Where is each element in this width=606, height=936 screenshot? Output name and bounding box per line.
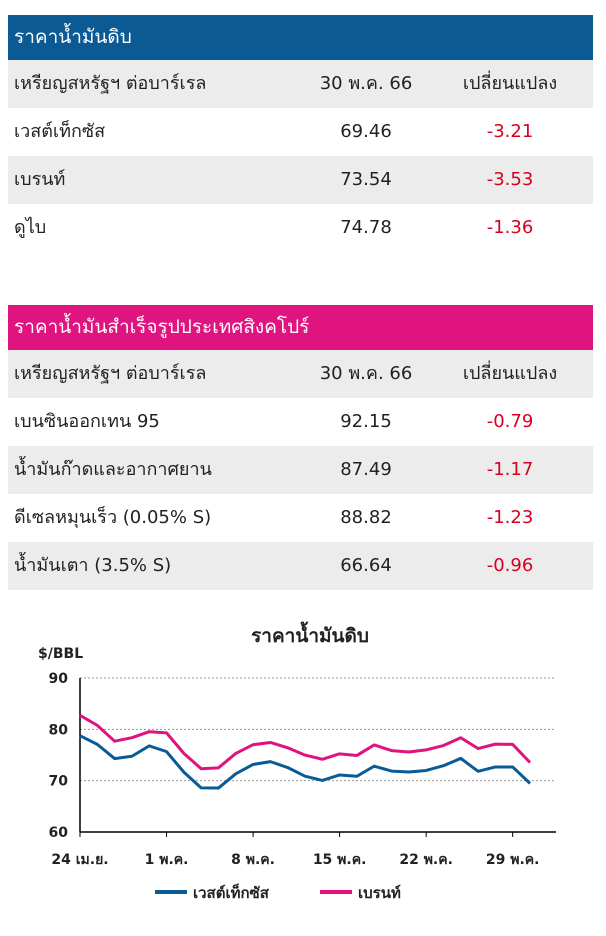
series-line	[79, 714, 532, 771]
cell: -1.36	[486, 217, 534, 238]
cell: ดูไบ	[14, 217, 47, 238]
y-tick-label: 90	[49, 671, 69, 687]
legend-label: เบรนท์	[358, 884, 401, 902]
cell: น้ำมันเตา (3.5% S)	[14, 555, 172, 576]
product-table: ราคาน้ำมันสำเร็จรูปประเทศสิงคโปร์ เหรียญ…	[8, 305, 593, 590]
header-cell: 30 พ.ค. 66	[319, 363, 413, 384]
cell: 66.64	[340, 555, 392, 576]
header-cell: 30 พ.ค. 66	[319, 73, 413, 94]
legend-label: เวสต์เท็กซัส	[193, 883, 270, 902]
chart-title: ราคาน้ำมันดิบ	[251, 621, 369, 647]
table-row: เบนซินออกเทน 95 92.15 -0.79	[8, 398, 593, 446]
cell: -0.96	[486, 555, 534, 576]
table-row: ดูไบ 74.78 -1.36	[8, 204, 593, 252]
header-row: เหรียญสหรัฐฯ ต่อบาร์เรล 30 พ.ค. 66 เปลี่ยน…	[8, 60, 593, 108]
cell: -1.23	[486, 507, 534, 528]
series-line	[79, 734, 532, 790]
table-title: ราคาน้ำมันดิบ	[8, 15, 593, 60]
cell: ดีเซลหมุนเร็ว (0.05% S)	[14, 507, 212, 528]
table-row: น้ำมันเตา (3.5% S) 66.64 -0.96	[8, 542, 593, 590]
y-tick-label: 60	[49, 825, 69, 841]
table-row: น้ำมันก๊าดและอากาศยาน 87.49 -1.17	[8, 446, 593, 494]
cell: 88.82	[340, 507, 392, 528]
y-axis-label: $/BBL	[38, 646, 83, 662]
y-tick-label: 70	[49, 774, 69, 790]
x-tick-label: 22 พ.ค.	[399, 852, 453, 868]
x-tick-label: 8 พ.ค.	[231, 852, 275, 868]
cell: น้ำมันก๊าดและอากาศยาน	[14, 459, 212, 480]
cell: 92.15	[340, 411, 392, 432]
cell: -0.79	[486, 411, 534, 432]
header-row: เหรียญสหรัฐฯ ต่อบาร์เรล 30 พ.ค. 66 เปลี่ยน…	[8, 350, 593, 398]
x-tick-label: 1 พ.ค.	[145, 852, 189, 868]
cell: -1.17	[486, 459, 534, 480]
header-cell: เปลี่ยนแปลง	[462, 363, 558, 384]
y-tick-label: 80	[49, 722, 69, 738]
x-tick-label: 24 เม.ย.	[51, 852, 108, 868]
chart: ราคาน้ำมันดิบ $/BBL 60 70 80 90 24 เม.ย. 1 พ.…	[38, 621, 556, 902]
cell: เวสต์เท็กซัส	[14, 121, 106, 142]
table-title: ราคาน้ำมันสำเร็จรูปประเทศสิงคโปร์	[8, 305, 593, 350]
cell: 73.54	[340, 169, 392, 190]
cell: 74.78	[340, 217, 392, 238]
cell: -3.53	[486, 169, 534, 190]
crude-table: ราคาน้ำมันดิบ เหรียญสหรัฐฯ ต่อบาร์เรล 30 …	[8, 15, 593, 252]
cell: เบนซินออกเทน 95	[14, 411, 160, 432]
table-row: เบรนท์ 73.54 -3.53	[8, 156, 593, 204]
cell: -3.21	[486, 121, 534, 142]
header-cell: เหรียญสหรัฐฯ ต่อบาร์เรล	[14, 73, 207, 94]
x-tick-label: 29 พ.ค.	[486, 852, 540, 868]
header-cell: เหรียญสหรัฐฯ ต่อบาร์เรล	[14, 363, 207, 384]
table-row: ดีเซลหมุนเร็ว (0.05% S) 88.82 -1.23	[8, 494, 593, 542]
cell: 69.46	[340, 121, 392, 142]
table-row: เวสต์เท็กซัส 69.46 -3.21	[8, 108, 593, 156]
cell: เบรนท์	[14, 169, 66, 190]
cell: 87.49	[340, 459, 392, 480]
x-tick-label: 15 พ.ค.	[313, 852, 367, 868]
header-cell: เปลี่ยนแปลง	[462, 73, 558, 94]
